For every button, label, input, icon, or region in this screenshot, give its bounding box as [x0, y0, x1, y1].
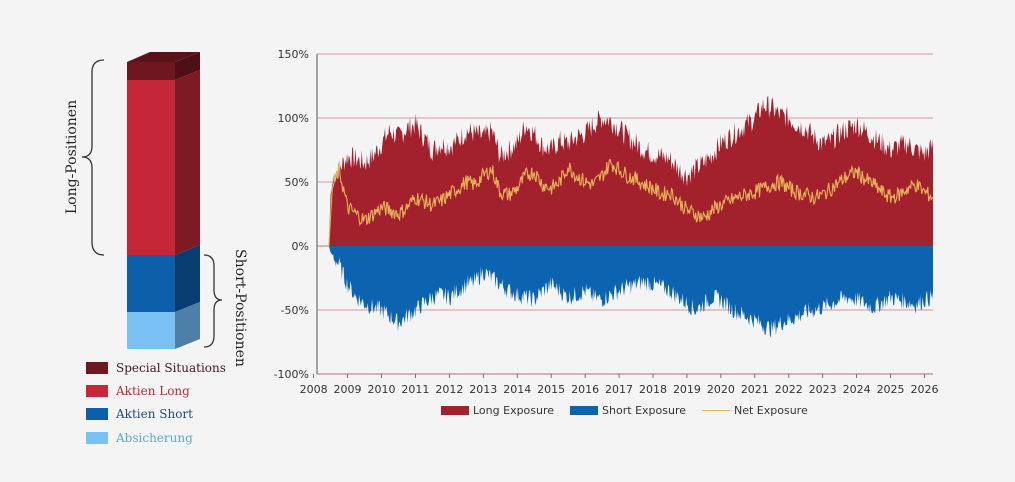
column-side-aktien-short — [175, 245, 200, 312]
x-tick-label: 2016 — [571, 383, 599, 396]
x-tick-label: 2025 — [877, 383, 905, 396]
legend-item-aktien-short: Aktien Short — [86, 403, 256, 426]
y-tick-label: -50% — [281, 304, 309, 317]
exposure-legend: Long Exposure Short Exposure Net Exposur… — [441, 404, 808, 417]
legend-item-net-exposure: Net Exposure — [702, 404, 808, 417]
series-areas — [328, 96, 934, 338]
legend-item-aktien-long: Aktien Long — [86, 379, 256, 402]
column-side-aktien-long — [175, 70, 200, 255]
exposure-chart: 150%100%50%0%-50%-100% 2008 2009 2010 2011 2… — [274, 48, 939, 396]
long-positionen-label: Long-Positionen — [64, 100, 80, 214]
x-tick-label: 2015 — [537, 383, 565, 396]
long-exposure-area — [328, 96, 933, 246]
legend-item-long-exposure: Long Exposure — [441, 404, 554, 417]
y-tick-label: -100% — [274, 368, 309, 381]
column-side-special — [175, 52, 200, 80]
x-tick-label: 2009 — [334, 383, 362, 396]
column-segment-aktien-short — [127, 255, 175, 312]
short-brace — [203, 254, 223, 348]
x-tick-label: 2014 — [503, 383, 531, 396]
x-tick-label: 2017 — [605, 383, 633, 396]
legend-item-short-exposure: Short Exposure — [570, 404, 686, 417]
legend-swatch — [441, 406, 469, 415]
legend-label: Long Exposure — [473, 404, 555, 417]
legend-swatch — [86, 361, 108, 374]
legend-label: Net Exposure — [734, 404, 808, 417]
position-legend: Special Situations Aktien Long Aktien Sh… — [86, 356, 256, 449]
net-exposure-line — [328, 158, 934, 247]
x-tick-label: 2026 — [911, 383, 939, 396]
legend-swatch — [702, 410, 730, 411]
y-tick-label: 100% — [278, 112, 309, 125]
short-exposure-area — [328, 246, 933, 338]
column-segment-special — [127, 62, 175, 80]
x-tick-label: 2024 — [843, 383, 871, 396]
x-tick-label: 2019 — [673, 383, 701, 396]
legend-item-absicherung: Absicherung — [86, 426, 256, 449]
x-tick-label: 2023 — [809, 383, 837, 396]
y-tick-label: 150% — [278, 48, 309, 61]
position-structure-figure: Long-Positionen Short-Positionen — [64, 52, 248, 367]
y-tick-label: 50% — [285, 176, 309, 189]
x-tick-label: 2013 — [469, 383, 497, 396]
short-positionen-label: Short-Positionen — [232, 249, 248, 367]
y-tick-label: 0% — [292, 240, 309, 253]
legend-label: Absicherung — [116, 430, 193, 445]
x-tick-label: 2018 — [639, 383, 667, 396]
legend-swatch — [86, 384, 108, 397]
legend-swatch — [570, 406, 599, 415]
column-segment-absicherung — [127, 312, 175, 349]
legend-label: Aktien Long — [116, 383, 190, 398]
legend-label: Special Situations — [116, 360, 226, 375]
legend-label: Short Exposure — [602, 404, 686, 417]
column-top-face — [127, 52, 200, 62]
x-tick-label: 2012 — [435, 383, 463, 396]
x-tick-label: 2020 — [707, 383, 735, 396]
x-tick-label: 2008 — [300, 383, 328, 396]
x-tick-label: 2022 — [775, 383, 803, 396]
y-axis: 150% 100% 50% 0% -50% -100% — [274, 48, 309, 381]
column-side-absicherung — [175, 302, 200, 349]
long-brace — [81, 59, 105, 256]
x-tick-label: 2011 — [401, 383, 429, 396]
x-tick-label: 2010 — [367, 383, 395, 396]
legend-swatch — [86, 431, 108, 444]
x-tick-label: 2021 — [741, 383, 769, 396]
x-axis: 2008 2009 2010 2011 2012 2013 2014 2015 2016 2017… — [300, 374, 939, 396]
column-segment-aktien-long — [127, 80, 175, 255]
legend-swatch — [86, 408, 108, 421]
legend-item-special: Special Situations — [86, 356, 256, 379]
legend-label: Aktien Short — [116, 407, 193, 422]
